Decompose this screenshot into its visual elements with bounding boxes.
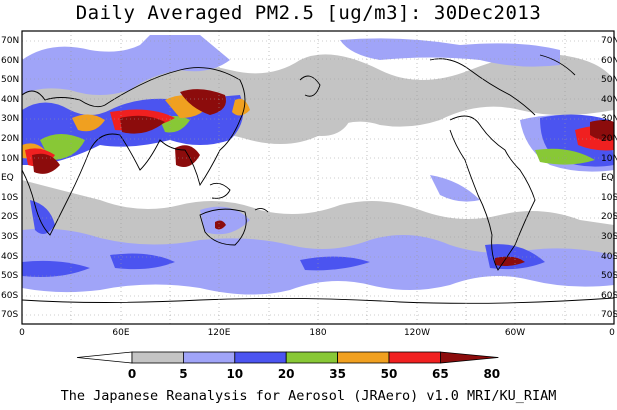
colorbar-segment: [388, 351, 441, 364]
lat-label: 30S: [1, 232, 19, 242]
footer-credit: The Japanese Reanalysis for Aerosol (JRA…: [60, 388, 557, 404]
colorbar-label: 65: [432, 367, 449, 381]
colorbar-arrow-high: [439, 351, 499, 364]
colorbar-label: 20: [277, 367, 295, 381]
lat-label: 70N: [1, 36, 20, 46]
lon-label: 0: [19, 328, 25, 338]
colorbar-segment: [285, 351, 339, 364]
colorbar-segment: [337, 351, 390, 364]
lat-label: EQ: [1, 173, 14, 184]
lat-label: 50N: [1, 75, 20, 86]
lon-label: 60W: [504, 328, 526, 338]
colorbar: [76, 351, 499, 364]
colorbar-label: 10: [226, 367, 244, 381]
graticule: [22, 31, 614, 324]
lat-label-right: 40S: [601, 251, 617, 262]
lat-label-right: 40N: [601, 94, 617, 105]
lat-label-right: 20S: [601, 212, 617, 223]
lat-label-right: 20N: [601, 134, 617, 144]
map-title: Daily Averaged PM2.5 [ug/m3]: 30Dec2013: [75, 2, 542, 24]
lon-label: 180: [309, 328, 327, 338]
colorbar-label: 80: [483, 367, 501, 381]
lat-label-right: 60S: [601, 290, 617, 301]
colorbar-arrow-low: [76, 351, 133, 364]
coastlines: [21, 54, 615, 304]
lon-label: 120W: [403, 328, 431, 338]
lat-label: 60N: [1, 55, 20, 66]
map-frame-border: [21, 30, 615, 325]
lat-label-right: 50S: [601, 271, 617, 282]
lat-label-right: 50N: [601, 75, 617, 86]
lat-label: 50S: [1, 271, 19, 282]
lat-label-right: 10N: [601, 153, 617, 164]
lon-label: 60E: [112, 328, 130, 338]
colorbar-label: 5: [179, 367, 188, 381]
lon-label: 120E: [207, 328, 231, 338]
lat-label: 20S: [1, 212, 19, 223]
lat-label: 70S: [1, 310, 19, 321]
colorbar-segment: [234, 351, 287, 364]
colorbar-label: 35: [329, 367, 346, 381]
lat-label: 60S: [1, 290, 19, 301]
lat-label-right: 30N: [601, 114, 617, 125]
pm25-field-darkred: [32, 89, 614, 266]
lat-label: 20N: [1, 134, 20, 144]
lat-label: 10N: [1, 153, 20, 164]
colorbar-segment: [131, 351, 184, 364]
colorbar-label: 50: [380, 367, 398, 381]
lat-label-right: 60N: [601, 55, 617, 66]
lat-label: 40S: [1, 251, 19, 262]
lat-label: 10S: [1, 192, 19, 203]
lat-label-right: 70N: [601, 36, 617, 46]
lat-label-right: 30S: [601, 232, 617, 242]
lon-label: 0: [609, 328, 615, 338]
lat-label-right: 70S: [601, 310, 617, 321]
colorbar-label: 0: [127, 367, 137, 381]
lat-label-right: 10S: [601, 192, 617, 203]
lat-label-right: EQ: [601, 173, 614, 184]
lat-label: 40N: [1, 94, 20, 105]
lat-label: 30N: [1, 114, 20, 125]
colorbar-segment: [182, 351, 236, 364]
